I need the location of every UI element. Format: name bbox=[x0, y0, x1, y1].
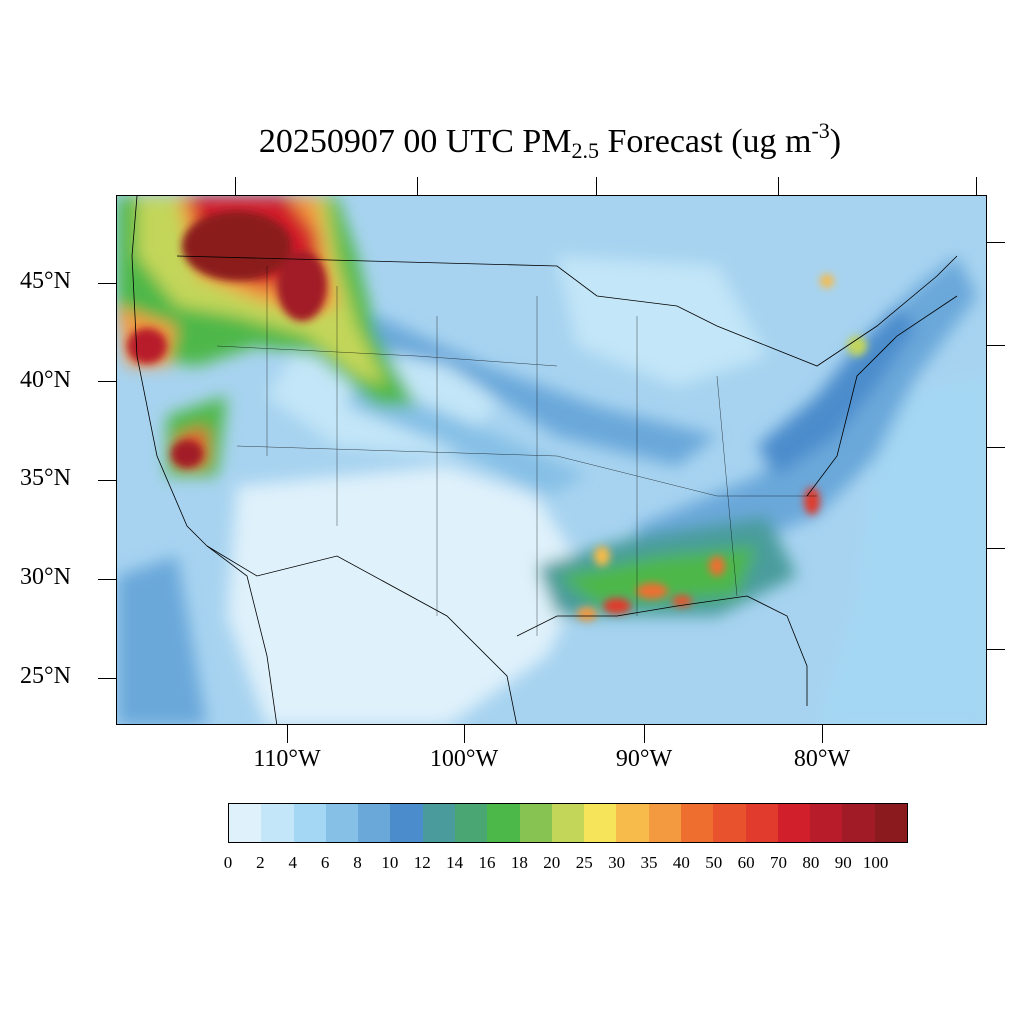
colorbar-tick-label: 14 bbox=[446, 853, 464, 872]
boundaries bbox=[131, 196, 958, 724]
lat-tick bbox=[98, 283, 116, 284]
colorbar-swatch bbox=[229, 804, 262, 842]
colorbar-swatch bbox=[293, 804, 326, 842]
lon-tick bbox=[464, 725, 465, 743]
colorbar-tick-label: 0 bbox=[223, 853, 233, 872]
top-tick bbox=[417, 177, 418, 195]
map-canvas bbox=[117, 196, 986, 724]
colorbar-tick-label: 80 bbox=[802, 853, 820, 872]
title-subscript: 2.5 bbox=[571, 138, 600, 163]
colorbar-swatch bbox=[745, 804, 778, 842]
map-title: 20250907 00 UTC PM2.5 Forecast (ug m-3) bbox=[0, 118, 1024, 164]
lat-label: 35°N bbox=[20, 465, 71, 491]
lon-label: 80°W bbox=[793, 746, 851, 772]
colorbar-swatch bbox=[810, 804, 843, 842]
lat-tick bbox=[98, 678, 116, 679]
lon-label: 110°W bbox=[253, 746, 321, 772]
colorbar-tick-label: 16 bbox=[478, 853, 496, 872]
state-lines bbox=[216, 266, 817, 636]
colorbar-swatch bbox=[584, 804, 617, 842]
colorbar-swatch bbox=[680, 804, 714, 842]
lat-label: 30°N bbox=[20, 564, 71, 590]
colorbar-swatch bbox=[874, 804, 907, 842]
lat-label: 25°N bbox=[20, 663, 71, 689]
colorbar-swatch bbox=[551, 804, 585, 842]
lat-tick bbox=[98, 381, 116, 382]
top-tick bbox=[976, 177, 977, 195]
title-main: 20250907 00 UTC PM bbox=[258, 123, 572, 160]
east-coast bbox=[806, 295, 958, 497]
colorbar-swatch bbox=[325, 804, 359, 842]
colorbar-tick-label: 25 bbox=[575, 853, 593, 872]
colorbar-tick-label: 90 bbox=[834, 853, 852, 872]
lat-tick bbox=[98, 480, 116, 481]
lat-label: 45°N bbox=[20, 268, 71, 294]
colorbar-tick-label: 60 bbox=[737, 853, 755, 872]
lon-label: 90°W bbox=[615, 746, 673, 772]
lon-tick bbox=[644, 725, 645, 743]
colorbar-tick-label: 70 bbox=[769, 853, 787, 872]
lon-tick bbox=[822, 725, 823, 743]
title-units: Forecast (ug m bbox=[599, 123, 812, 160]
colorbar-tick-label: 35 bbox=[640, 853, 658, 872]
right-tick bbox=[987, 649, 1005, 650]
right-tick bbox=[987, 447, 1005, 448]
lat-label: 40°N bbox=[20, 367, 71, 393]
lon-tick bbox=[287, 725, 288, 743]
top-tick bbox=[235, 177, 236, 195]
colorbar-swatch bbox=[648, 804, 681, 842]
title-close: ) bbox=[829, 123, 842, 160]
colorbar-tick-label: 20 bbox=[543, 853, 561, 872]
colorbar-swatch bbox=[713, 804, 746, 842]
colorbar-tick-label: 18 bbox=[510, 853, 528, 872]
colorbar-tick-label: 10 bbox=[381, 853, 399, 872]
right-tick bbox=[987, 345, 1005, 346]
colorbar-tick-label: 50 bbox=[705, 853, 723, 872]
northern-border bbox=[176, 255, 958, 367]
right-tick bbox=[987, 548, 1005, 549]
colorbar-tick-label: 6 bbox=[320, 853, 330, 872]
colorbar bbox=[228, 803, 908, 843]
colorbar-swatch bbox=[616, 804, 649, 842]
colorbar-swatch bbox=[487, 804, 520, 842]
colorbar-tick-label: 30 bbox=[608, 853, 626, 872]
colorbar-tick-label: 12 bbox=[413, 853, 431, 872]
colorbar-swatch bbox=[390, 804, 423, 842]
colorbar-swatch bbox=[358, 804, 391, 842]
colorbar-tick-label: 40 bbox=[672, 853, 690, 872]
colorbar-swatch bbox=[261, 804, 294, 842]
pm25-map bbox=[116, 195, 987, 725]
colorbar-swatch bbox=[454, 804, 488, 842]
title-superscript: -3 bbox=[811, 118, 830, 143]
west-coastline bbox=[131, 196, 278, 724]
colorbar-tick-label: 100 bbox=[862, 853, 889, 872]
colorbar-swatch bbox=[777, 804, 811, 842]
mexico-border bbox=[206, 545, 518, 724]
colorbar-tick-label: 2 bbox=[256, 853, 265, 872]
lat-tick bbox=[98, 579, 116, 580]
colorbar-tick-label: 8 bbox=[353, 853, 362, 872]
colorbar-swatch bbox=[842, 804, 875, 842]
right-tick bbox=[987, 242, 1005, 243]
lon-label: 100°W bbox=[429, 746, 499, 772]
colorbar-swatch bbox=[422, 804, 455, 842]
top-tick bbox=[596, 177, 597, 195]
colorbar-swatch bbox=[519, 804, 552, 842]
top-tick bbox=[778, 177, 779, 195]
colorbar-tick-label: 4 bbox=[288, 853, 298, 872]
gulf-coast bbox=[516, 595, 808, 706]
